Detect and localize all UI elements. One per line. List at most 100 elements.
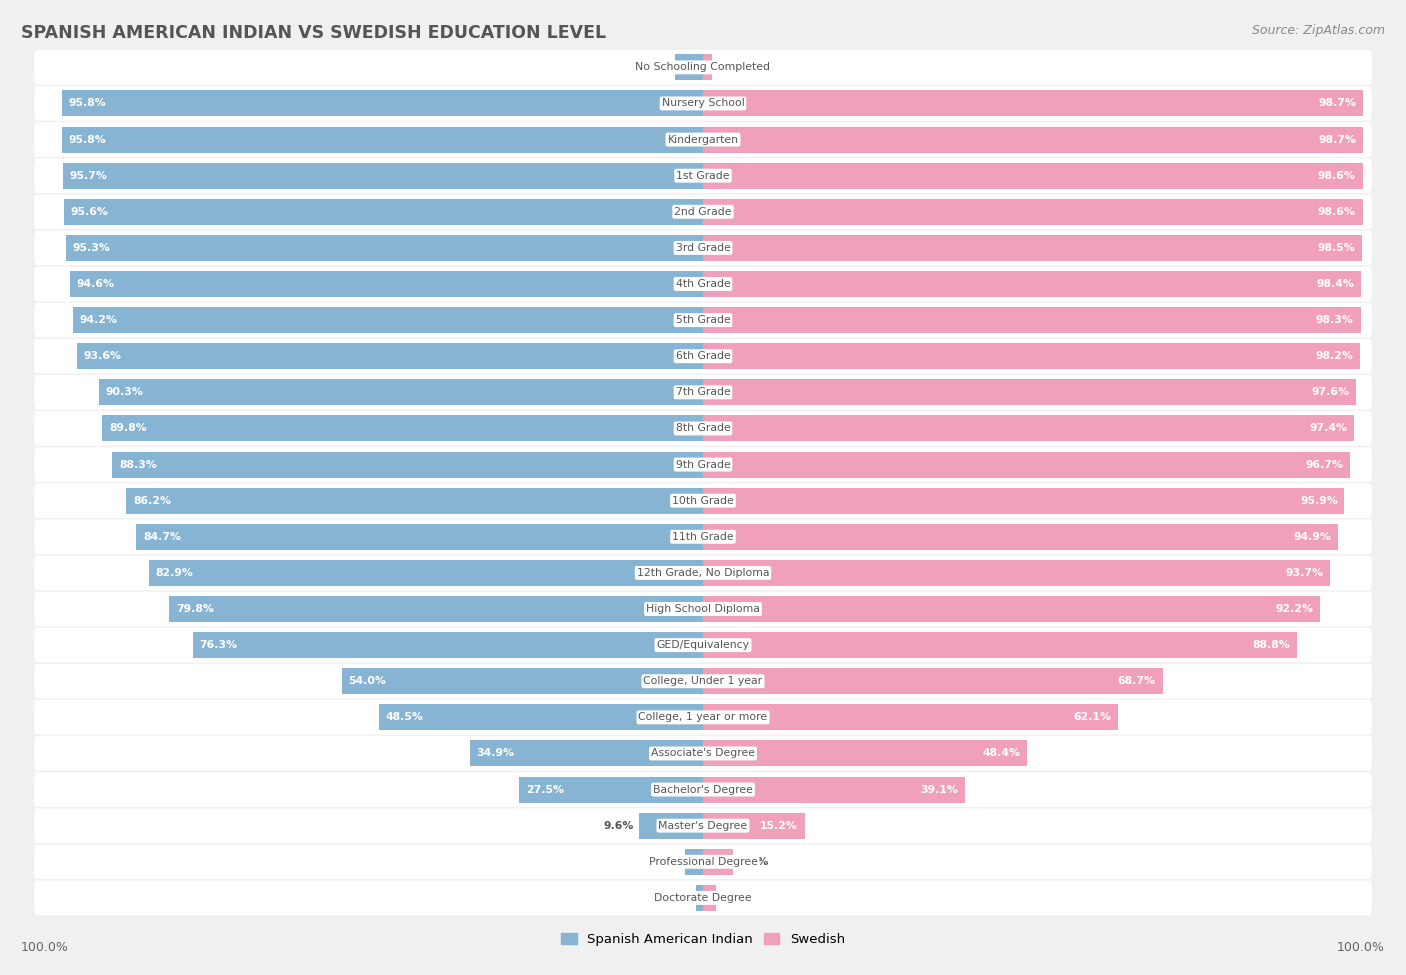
Bar [103, 415, 703, 442]
Text: 79.8%: 79.8% [176, 604, 214, 614]
Text: 98.3%: 98.3% [1316, 315, 1354, 325]
Bar [63, 199, 703, 225]
Bar [703, 199, 1362, 225]
Text: 98.6%: 98.6% [1317, 207, 1355, 216]
Text: 39.1%: 39.1% [920, 785, 957, 795]
Bar [193, 632, 703, 658]
Bar [342, 668, 703, 694]
Bar [638, 813, 703, 838]
Text: Doctorate Degree: Doctorate Degree [654, 893, 752, 903]
Text: 6th Grade: 6th Grade [676, 351, 730, 361]
Text: 96.7%: 96.7% [1305, 459, 1343, 470]
Text: 95.8%: 95.8% [69, 135, 107, 144]
Text: SPANISH AMERICAN INDIAN VS SWEDISH EDUCATION LEVEL: SPANISH AMERICAN INDIAN VS SWEDISH EDUCA… [21, 24, 606, 42]
Text: 88.3%: 88.3% [120, 459, 157, 470]
Text: 100.0%: 100.0% [21, 941, 69, 954]
FancyBboxPatch shape [34, 448, 1372, 482]
Bar [703, 307, 1361, 333]
Bar [703, 560, 1330, 586]
Bar [77, 343, 703, 370]
FancyBboxPatch shape [34, 484, 1372, 518]
Text: 95.3%: 95.3% [72, 243, 110, 253]
Bar [112, 451, 703, 478]
Text: 1.4%: 1.4% [717, 62, 748, 72]
Bar [62, 127, 703, 152]
Bar [703, 668, 1163, 694]
Text: 97.6%: 97.6% [1312, 387, 1350, 398]
Bar [703, 127, 1364, 152]
Text: 89.8%: 89.8% [110, 423, 146, 434]
Text: 48.5%: 48.5% [385, 713, 423, 722]
Text: 94.9%: 94.9% [1294, 531, 1331, 542]
Text: College, 1 year or more: College, 1 year or more [638, 713, 768, 722]
Text: GED/Equivalency: GED/Equivalency [657, 641, 749, 650]
FancyBboxPatch shape [34, 267, 1372, 301]
Text: Professional Degree: Professional Degree [648, 857, 758, 867]
FancyBboxPatch shape [34, 339, 1372, 373]
Text: 54.0%: 54.0% [349, 677, 387, 686]
Text: 84.7%: 84.7% [143, 531, 181, 542]
FancyBboxPatch shape [34, 628, 1372, 662]
FancyBboxPatch shape [34, 844, 1372, 879]
FancyBboxPatch shape [34, 520, 1372, 554]
Text: 48.4%: 48.4% [981, 749, 1019, 759]
Text: 9.6%: 9.6% [603, 821, 634, 831]
FancyBboxPatch shape [34, 664, 1372, 698]
Text: 86.2%: 86.2% [134, 495, 172, 506]
Bar [703, 524, 1337, 550]
Text: Associate's Degree: Associate's Degree [651, 749, 755, 759]
Bar [703, 55, 713, 80]
Text: 11th Grade: 11th Grade [672, 531, 734, 542]
FancyBboxPatch shape [34, 86, 1372, 121]
Bar [703, 91, 1364, 116]
Text: 98.6%: 98.6% [1317, 171, 1355, 180]
FancyBboxPatch shape [34, 158, 1372, 193]
Text: Kindergarten: Kindergarten [668, 135, 738, 144]
Text: 88.8%: 88.8% [1253, 641, 1291, 650]
Bar [66, 235, 703, 261]
Text: 95.8%: 95.8% [69, 98, 107, 108]
Bar [70, 271, 703, 297]
Text: 27.5%: 27.5% [526, 785, 564, 795]
Text: 95.6%: 95.6% [70, 207, 108, 216]
Bar [703, 776, 965, 802]
Text: Master's Degree: Master's Degree [658, 821, 748, 831]
Bar [703, 632, 1296, 658]
Bar [169, 596, 703, 622]
Bar [703, 451, 1350, 478]
Bar [703, 813, 804, 838]
Bar [136, 524, 703, 550]
Bar [73, 307, 703, 333]
Bar [675, 55, 703, 80]
Text: 98.4%: 98.4% [1316, 279, 1354, 289]
Text: 82.9%: 82.9% [155, 567, 193, 578]
FancyBboxPatch shape [34, 375, 1372, 410]
Bar [703, 704, 1118, 730]
Text: 95.7%: 95.7% [69, 171, 107, 180]
FancyBboxPatch shape [34, 592, 1372, 626]
Text: 95.9%: 95.9% [1301, 495, 1337, 506]
Bar [127, 488, 703, 514]
Bar [519, 776, 703, 802]
Text: 98.7%: 98.7% [1319, 98, 1357, 108]
Bar [703, 740, 1026, 766]
Bar [63, 163, 703, 189]
FancyBboxPatch shape [34, 122, 1372, 157]
FancyBboxPatch shape [34, 411, 1372, 446]
Text: 5th Grade: 5th Grade [676, 315, 730, 325]
FancyBboxPatch shape [34, 880, 1372, 916]
Text: 93.6%: 93.6% [83, 351, 122, 361]
Bar [703, 163, 1362, 189]
Bar [62, 91, 703, 116]
Text: 98.7%: 98.7% [1319, 135, 1357, 144]
Bar [703, 488, 1344, 514]
Text: No Schooling Completed: No Schooling Completed [636, 62, 770, 72]
Text: 94.6%: 94.6% [77, 279, 115, 289]
Bar [703, 235, 1362, 261]
FancyBboxPatch shape [34, 303, 1372, 337]
Text: 1st Grade: 1st Grade [676, 171, 730, 180]
Text: 90.3%: 90.3% [105, 387, 143, 398]
Text: 4.5%: 4.5% [738, 857, 769, 867]
Text: 34.9%: 34.9% [477, 749, 515, 759]
Text: 9th Grade: 9th Grade [676, 459, 730, 470]
